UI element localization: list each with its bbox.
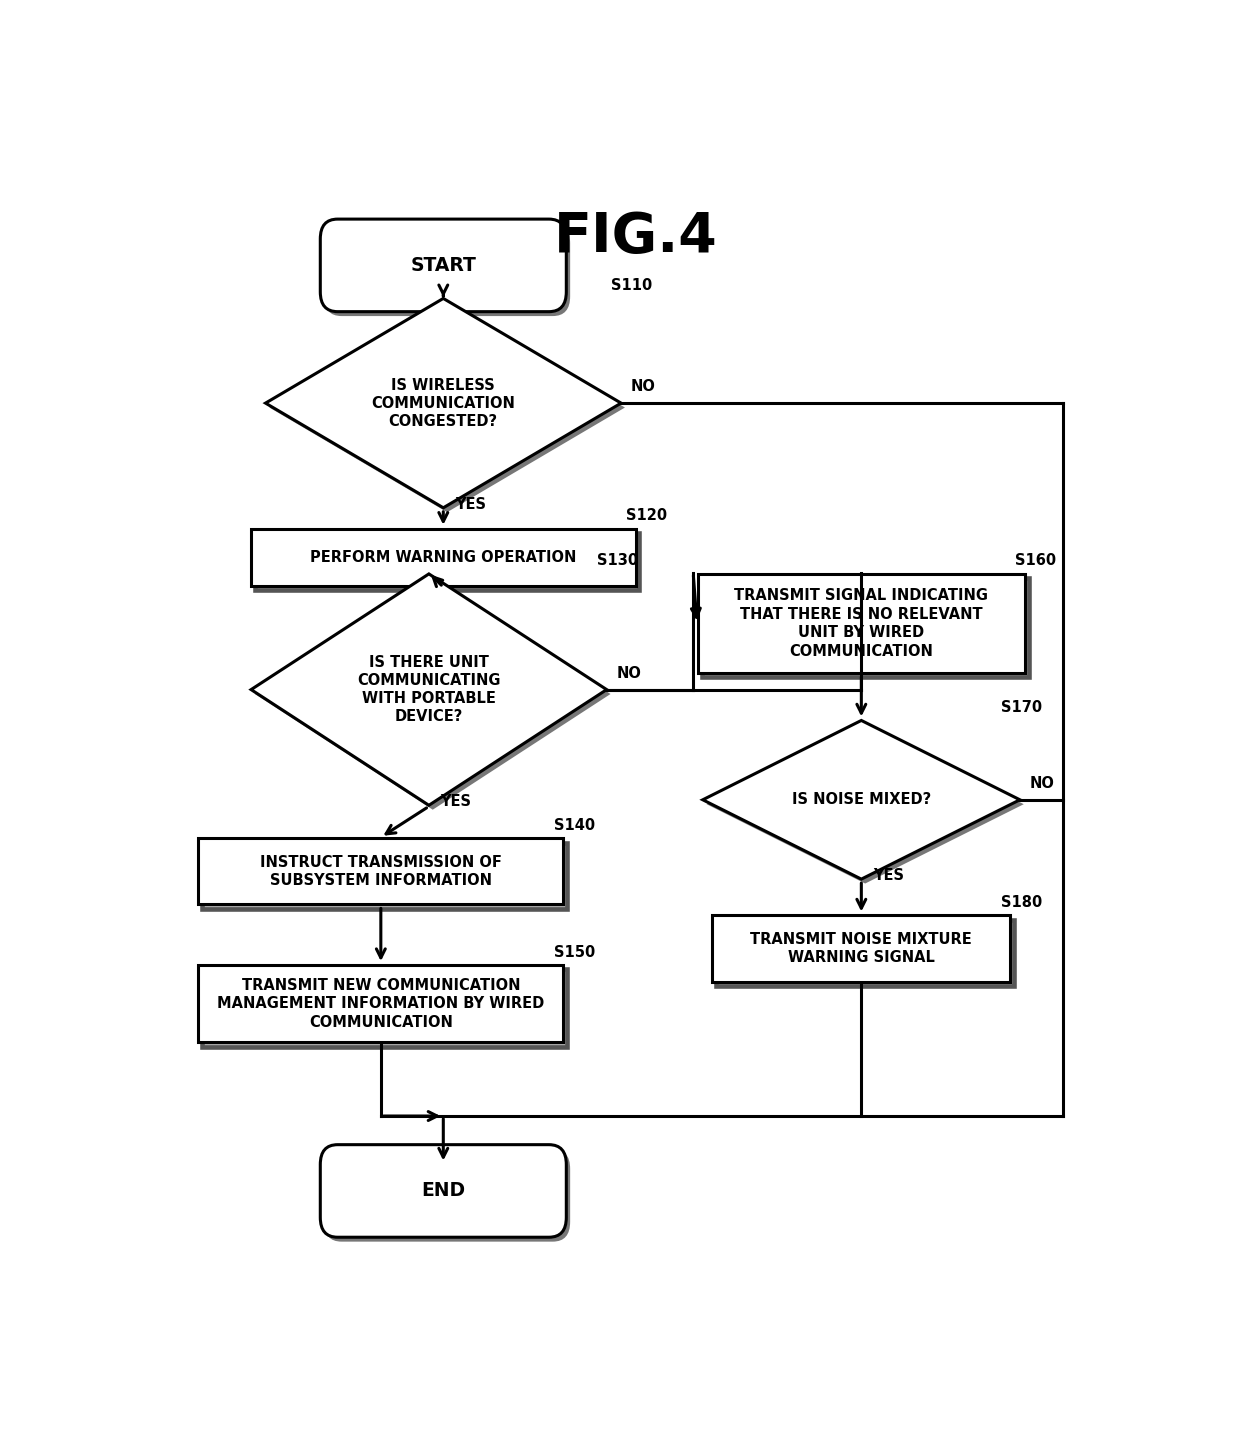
Text: S160: S160 (1016, 554, 1056, 568)
FancyBboxPatch shape (255, 534, 640, 591)
Text: TRANSMIT SIGNAL INDICATING
THAT THERE IS NO RELEVANT
UNIT BY WIRED
COMMUNICATION: TRANSMIT SIGNAL INDICATING THAT THERE IS… (734, 588, 988, 658)
Text: NO: NO (1029, 776, 1054, 791)
Text: IS WIRELESS
COMMUNICATION
CONGESTED?: IS WIRELESS COMMUNICATION CONGESTED? (371, 378, 516, 429)
Text: S170: S170 (1001, 700, 1042, 716)
FancyBboxPatch shape (717, 920, 1014, 986)
FancyBboxPatch shape (702, 578, 1028, 677)
Text: NO: NO (631, 379, 656, 395)
Text: S180: S180 (1001, 894, 1042, 910)
Text: TRANSMIT NEW COMMUNICATION
MANAGEMENT INFORMATION BY WIRED
COMMUNICATION: TRANSMIT NEW COMMUNICATION MANAGEMENT IN… (217, 977, 544, 1030)
Polygon shape (265, 299, 621, 508)
Text: PERFORM WARNING OPERATION: PERFORM WARNING OPERATION (310, 550, 577, 565)
Text: START: START (410, 256, 476, 275)
Text: FIG.4: FIG.4 (553, 210, 718, 265)
Polygon shape (269, 303, 625, 512)
Polygon shape (707, 726, 1024, 883)
FancyBboxPatch shape (320, 219, 567, 312)
Text: S110: S110 (611, 278, 652, 293)
Text: YES: YES (873, 869, 904, 883)
Text: NO: NO (616, 665, 641, 681)
Polygon shape (255, 578, 610, 810)
Text: YES: YES (455, 497, 486, 512)
FancyBboxPatch shape (198, 964, 563, 1042)
Text: S140: S140 (554, 819, 595, 833)
Polygon shape (250, 574, 606, 806)
FancyBboxPatch shape (202, 843, 567, 909)
FancyBboxPatch shape (712, 916, 1011, 982)
Text: TRANSMIT NOISE MIXTURE
WARNING SIGNAL: TRANSMIT NOISE MIXTURE WARNING SIGNAL (750, 932, 972, 966)
FancyBboxPatch shape (198, 839, 563, 904)
Text: S120: S120 (626, 508, 667, 524)
FancyBboxPatch shape (202, 969, 567, 1046)
FancyBboxPatch shape (698, 574, 1024, 673)
FancyBboxPatch shape (320, 1145, 567, 1238)
FancyBboxPatch shape (250, 528, 635, 587)
Text: IS NOISE MIXED?: IS NOISE MIXED? (791, 793, 931, 807)
Text: S150: S150 (554, 944, 595, 960)
Polygon shape (703, 720, 1019, 879)
Text: END: END (422, 1182, 465, 1201)
Text: S130: S130 (596, 554, 639, 568)
FancyBboxPatch shape (324, 223, 570, 316)
FancyBboxPatch shape (324, 1149, 570, 1242)
Text: INSTRUCT TRANSMISSION OF
SUBSYSTEM INFORMATION: INSTRUCT TRANSMISSION OF SUBSYSTEM INFOR… (260, 854, 502, 889)
Text: YES: YES (440, 794, 471, 810)
Text: IS THERE UNIT
COMMUNICATING
WITH PORTABLE
DEVICE?: IS THERE UNIT COMMUNICATING WITH PORTABL… (357, 655, 501, 724)
